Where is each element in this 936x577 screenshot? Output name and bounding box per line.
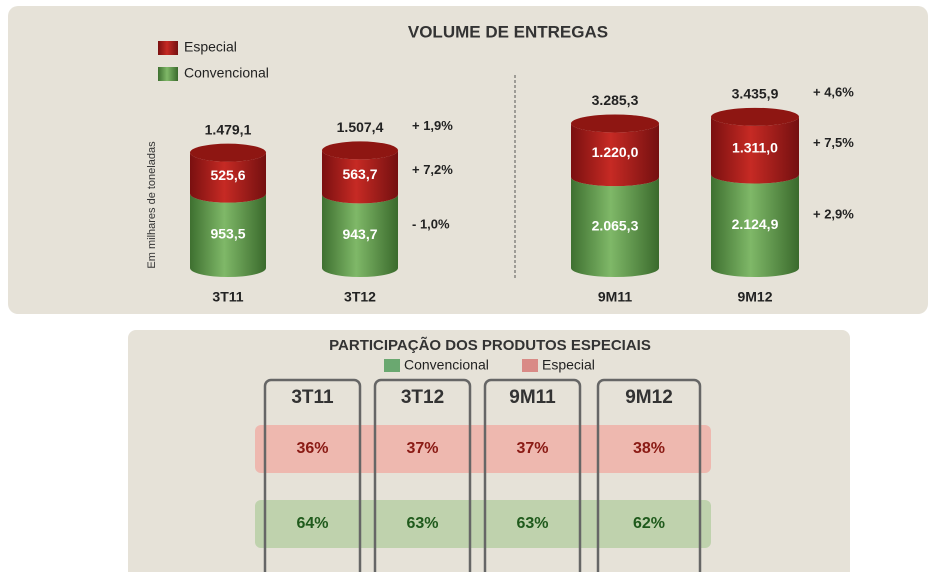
- cylinder-top: [190, 143, 266, 162]
- cell: 62%: [633, 515, 665, 532]
- cell: 63%: [516, 515, 548, 532]
- column-box: [596, 378, 702, 577]
- value-label: 1.311,0: [732, 139, 778, 155]
- cylinder-segment: [322, 150, 398, 204]
- table-title: PARTICIPAÇÃO DOS PRODUTOS ESPECIAIS: [329, 336, 651, 354]
- cylinder-segment: [711, 174, 799, 277]
- growth-label: + 2,9%: [813, 207, 854, 222]
- cylinder-segment: [322, 194, 398, 277]
- growth-label: + 7,2%: [412, 162, 453, 177]
- legend-label: Especial: [542, 357, 595, 373]
- cell: 38%: [633, 440, 665, 457]
- cylinder-top: [711, 107, 799, 126]
- column-box: [263, 378, 362, 577]
- x-tick-label: 9M12: [737, 289, 772, 305]
- value-label: 2.124,9: [732, 216, 779, 232]
- total-label: 3.285,3: [592, 92, 639, 108]
- growth-label: - 1,0%: [412, 217, 450, 232]
- cell: 37%: [516, 440, 548, 457]
- cell: 37%: [406, 440, 438, 457]
- column-header: 3T11: [291, 387, 334, 408]
- value-label: 943,7: [342, 226, 377, 242]
- column-header: 9M12: [625, 387, 673, 408]
- value-label: 1.220,0: [592, 144, 639, 160]
- cylinder-segment: [711, 116, 799, 184]
- column-box: [373, 378, 472, 577]
- total-label: 1.479,1: [205, 121, 252, 137]
- legend-label: Especial: [184, 39, 237, 55]
- value-label: 953,5: [210, 226, 245, 242]
- chart-title: VOLUME DE ENTREGAS: [408, 22, 608, 41]
- cylinder-segment: [190, 152, 266, 203]
- growth-label: + 4,6%: [813, 84, 854, 99]
- cylinder-segment: [571, 177, 659, 277]
- cell: 36%: [296, 440, 328, 457]
- legend-label: Convencional: [184, 65, 269, 81]
- cylinder-segment: [571, 123, 659, 187]
- cylinder-top: [322, 141, 398, 160]
- cylinder-top: [571, 114, 659, 133]
- cell: 64%: [296, 515, 328, 532]
- y-label: Em milhares de toneladas: [146, 141, 158, 269]
- x-tick-label: 9M11: [598, 289, 632, 305]
- legend-swatch: [158, 67, 178, 81]
- growth-label: + 7,5%: [813, 135, 854, 150]
- column-header: 3T12: [401, 387, 444, 408]
- value-label: 563,7: [342, 166, 377, 182]
- value-label: 2.065,3: [592, 217, 639, 233]
- legend-swatch: [384, 359, 400, 372]
- growth-label: + 1,9%: [412, 118, 453, 133]
- x-tick-label: 3T11: [212, 289, 243, 305]
- legend-label: Convencional: [404, 357, 489, 373]
- total-label: 3.435,9: [732, 86, 779, 102]
- value-label: 525,6: [210, 167, 245, 183]
- legend-swatch: [522, 359, 538, 372]
- cylinder-segment: [190, 193, 266, 277]
- legend-swatch: [158, 41, 178, 55]
- column-box: [483, 378, 582, 577]
- column-header: 9M11: [509, 387, 556, 408]
- x-tick-label: 3T12: [344, 289, 376, 305]
- total-label: 1.507,4: [337, 119, 384, 135]
- cell: 63%: [406, 515, 438, 532]
